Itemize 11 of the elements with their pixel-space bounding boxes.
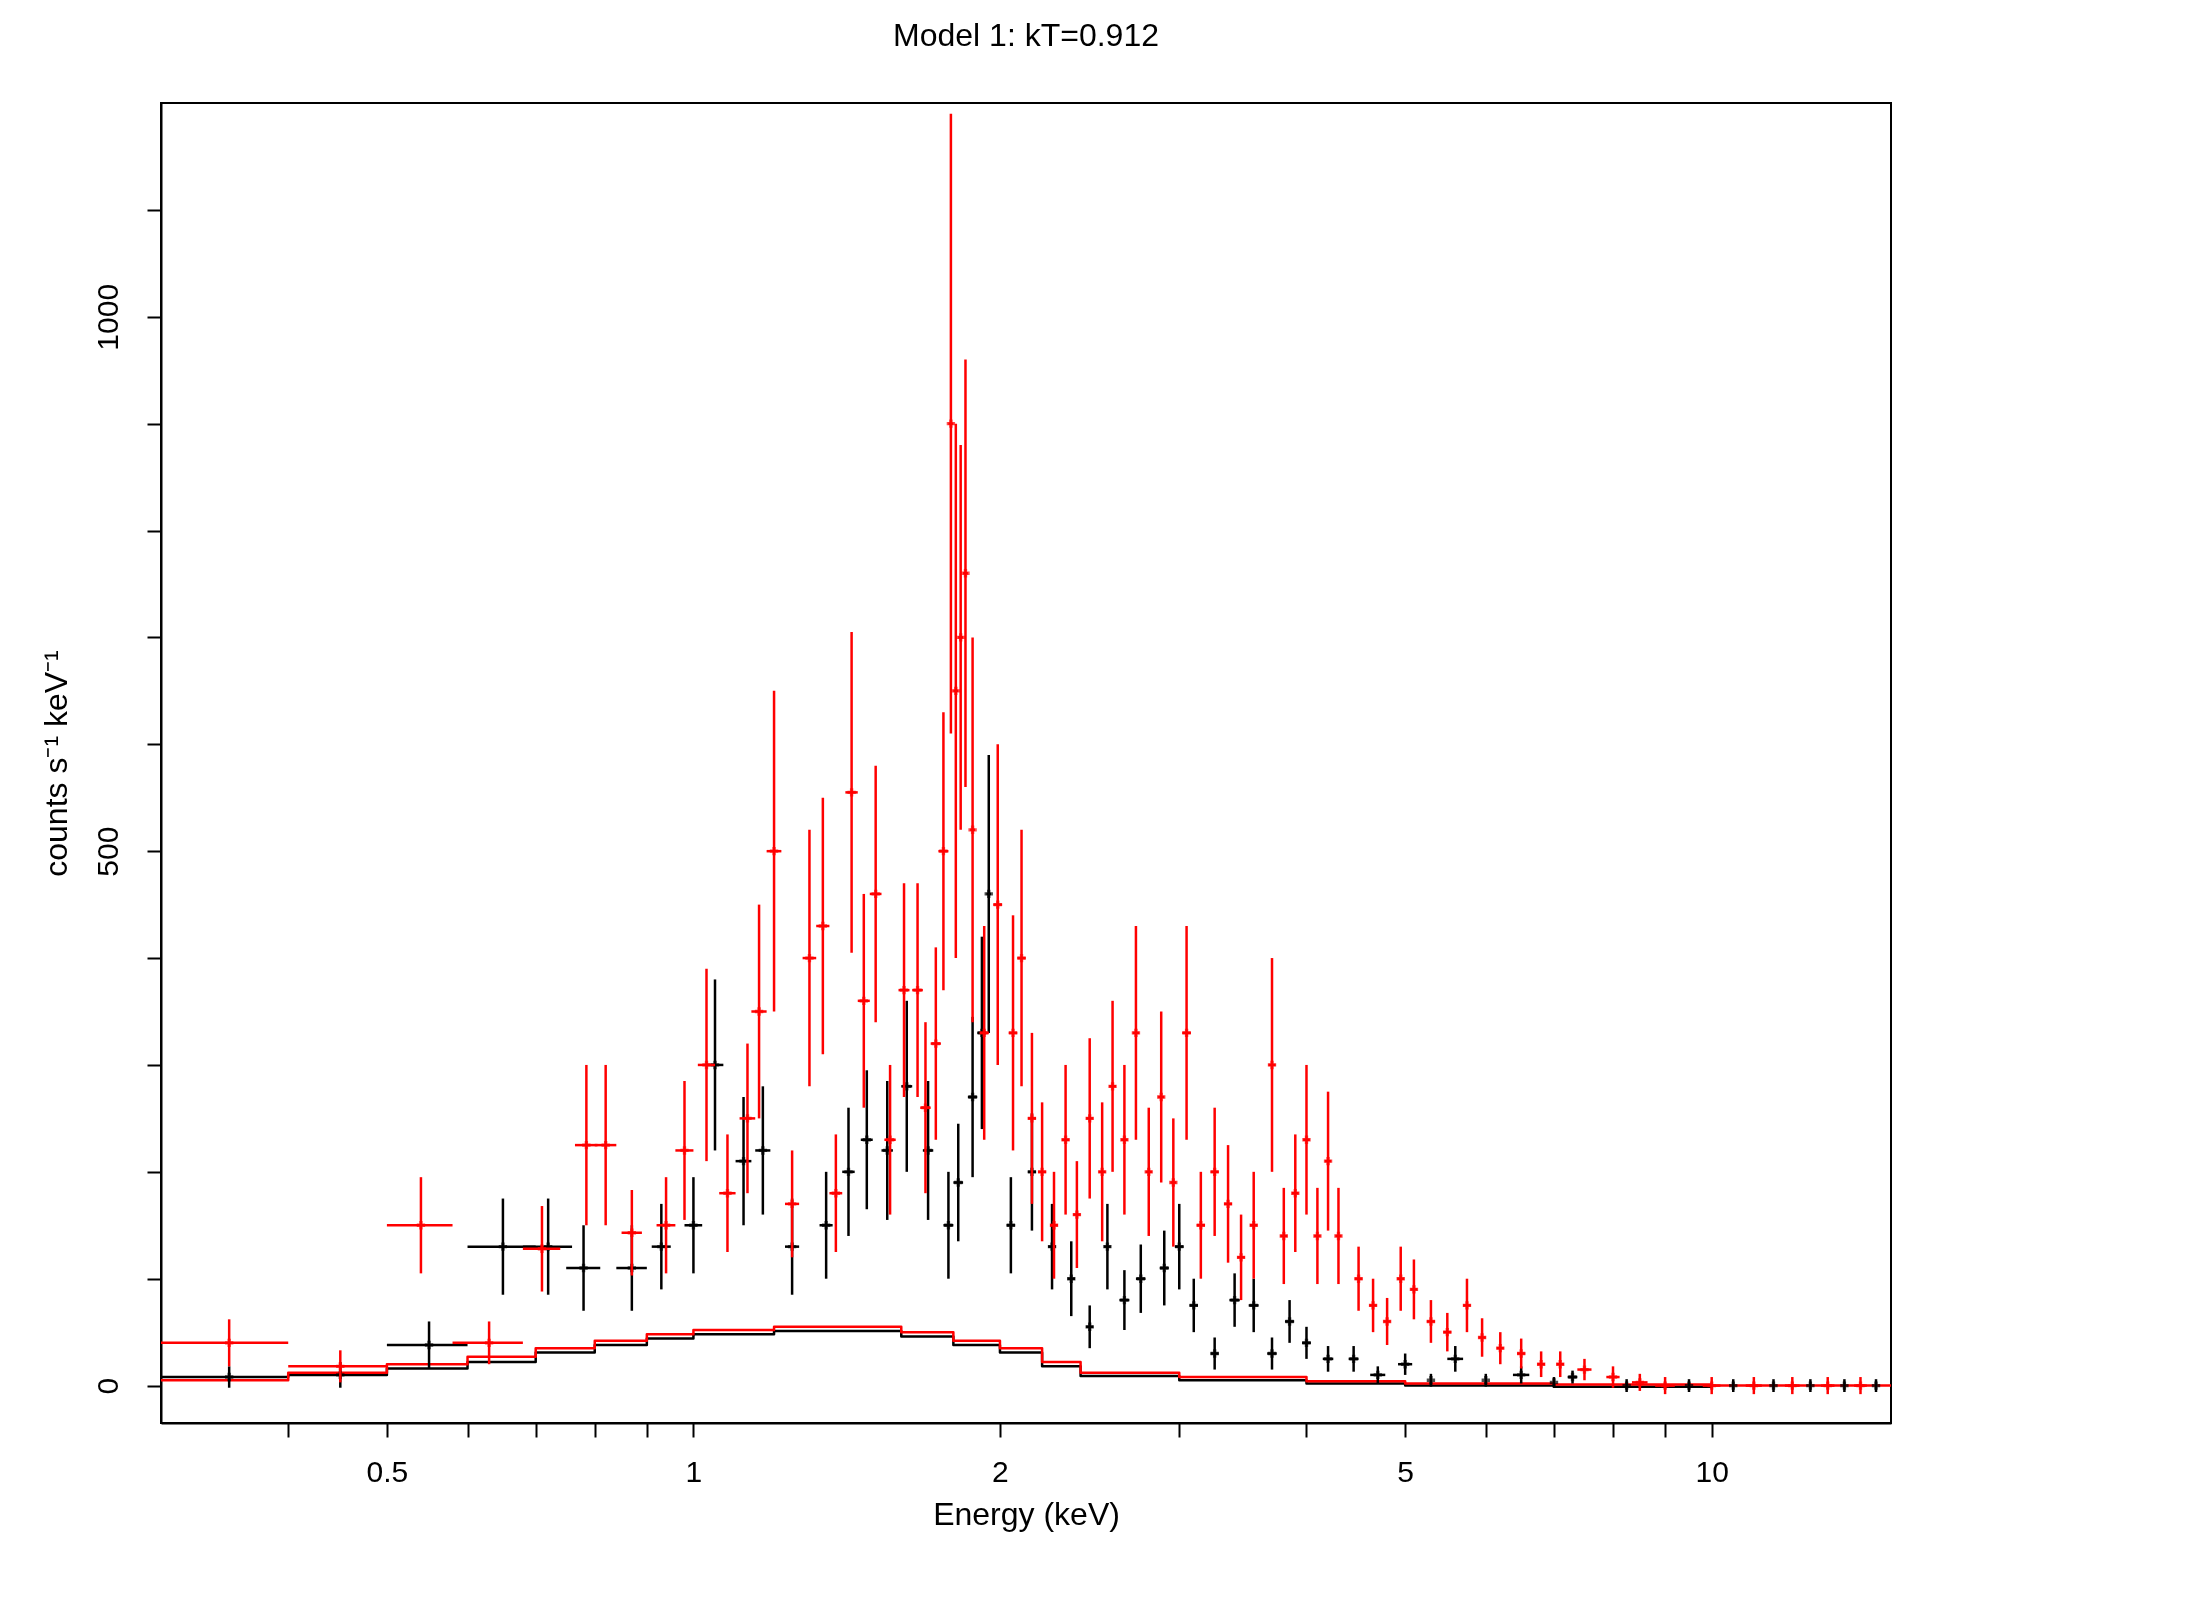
x-tick-label: 0.5 <box>366 1454 409 1488</box>
x-tick-label: 1 <box>685 1454 703 1488</box>
x-tick-label: 5 <box>1397 1454 1415 1488</box>
chart-title: Model 1: kT=0.912 <box>893 17 1159 53</box>
x-tick-label: 10 <box>1695 1454 1729 1488</box>
x-tick-label: 2 <box>992 1454 1009 1488</box>
y-axis-title: counts s⁻¹ keV⁻¹ <box>37 650 74 877</box>
y-tick-label: 500 <box>90 826 124 877</box>
y-tick-label: 1000 <box>90 283 124 351</box>
y-tick-label: 0 <box>90 1377 124 1395</box>
x-axis-title: Energy (keV) <box>933 1495 1120 1532</box>
